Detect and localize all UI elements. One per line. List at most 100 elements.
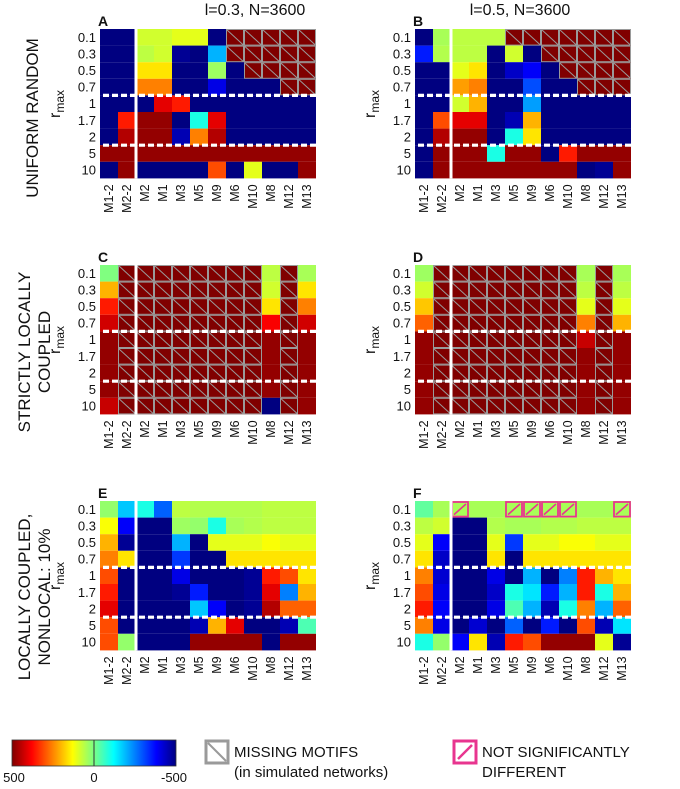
cell: [451, 584, 469, 601]
cell: [541, 78, 559, 96]
cell: [262, 128, 280, 146]
y-axis-label-sub: max: [368, 562, 382, 585]
cell: [433, 534, 451, 551]
cell: [154, 584, 172, 601]
cell: [136, 161, 154, 179]
y-tick-label: 0.1: [393, 30, 411, 45]
cell: [433, 145, 451, 162]
cell: [100, 112, 118, 129]
cell: [451, 633, 469, 651]
cell-missing-diagonal: [226, 381, 244, 398]
cell: [100, 397, 118, 415]
x-tick-label: M2: [138, 420, 152, 437]
cell: [541, 633, 559, 651]
legend-missing-line2: (in simulated networks): [234, 764, 388, 781]
cell: [118, 112, 136, 129]
cell-missing-diagonal: [190, 348, 208, 365]
cell-missing-box: [298, 29, 316, 46]
cell: [433, 501, 451, 518]
cell: [298, 128, 316, 146]
cell: [559, 567, 577, 584]
cell-missing-box: [559, 265, 577, 282]
x-tick-label: M10: [246, 420, 260, 444]
cell: [613, 550, 631, 568]
cell: [541, 600, 559, 618]
cell: [469, 95, 487, 112]
cell-missing-box: [487, 265, 505, 282]
cell: [469, 161, 487, 179]
x-tick-label: M5: [192, 656, 206, 673]
cell: [487, 617, 505, 634]
cell-missing-diagonal: [298, 78, 316, 96]
cell: [595, 633, 613, 651]
cell: [172, 29, 190, 46]
x-tick-label: M13: [300, 420, 314, 444]
cell-missing-diagonal: [523, 265, 541, 282]
y-axis-label-r: r: [362, 112, 379, 118]
colorbar-tick-min: -500: [161, 770, 187, 784]
cell-missing-box: [208, 298, 226, 315]
cell: [280, 112, 298, 129]
cell-missing-diagonal: [487, 314, 505, 332]
cell: [505, 95, 523, 112]
cell: [298, 550, 316, 568]
cell-missing-box: [595, 62, 613, 79]
cell-missing-diagonal: [208, 298, 226, 315]
cell-missing-box: [154, 397, 172, 415]
cell-missing-diagonal: [226, 29, 244, 46]
cell-missing-diagonal: [469, 397, 487, 415]
cell-missing-box: [559, 45, 577, 63]
x-tick-label: M9: [210, 656, 224, 673]
cell-missing-box: [172, 298, 190, 315]
cell: [298, 567, 316, 584]
cell-missing-diagonal: [541, 348, 559, 365]
cell: [190, 567, 208, 584]
cell: [541, 95, 559, 112]
cell-missing-box: [595, 397, 613, 415]
cell-missing-diagonal: [433, 331, 451, 348]
y-tick-label: 1.7: [393, 113, 411, 128]
x-tick-label: M12: [282, 420, 296, 444]
row-label-strict-2: COUPLED: [35, 311, 54, 393]
cell-missing-diagonal: [505, 364, 523, 382]
x-tick-label: M5: [192, 420, 206, 437]
cell-missing-diagonal: [523, 331, 541, 348]
cell-missing-diagonal: [451, 314, 469, 332]
cell: [298, 161, 316, 179]
cell: [541, 550, 559, 568]
cell: [226, 161, 244, 179]
cell-notsig-box: [505, 501, 523, 518]
cell: [100, 501, 118, 518]
cell: [595, 112, 613, 129]
x-tick-label: M9: [525, 184, 539, 201]
cell: [613, 617, 631, 634]
cell: [541, 617, 559, 634]
cell: [433, 633, 451, 651]
cell-missing-diagonal: [595, 265, 613, 282]
cell-missing-box: [559, 397, 577, 415]
cell: [298, 348, 316, 365]
cell: [136, 501, 154, 518]
cell-missing-box: [190, 265, 208, 282]
cell-missing-diagonal: [280, 281, 298, 299]
cell-missing-box: [469, 397, 487, 415]
cell: [298, 314, 316, 332]
cell-missing-diagonal: [208, 364, 226, 382]
cell: [298, 281, 316, 299]
y-tick-label: 1: [404, 568, 411, 583]
cell: [541, 567, 559, 584]
cell: [559, 128, 577, 146]
cell-missing-box: [541, 348, 559, 365]
cell-missing-box: [154, 298, 172, 315]
y-axis-label-r: r: [362, 584, 379, 590]
cell: [136, 128, 154, 146]
cell: [118, 567, 136, 584]
cell-missing-diagonal: [559, 348, 577, 365]
cell: [154, 534, 172, 551]
cell-missing-box: [541, 45, 559, 63]
cell-missing-diagonal: [577, 45, 595, 63]
cell: [469, 617, 487, 634]
cell-missing-diagonal: [487, 281, 505, 299]
cell-missing-diagonal: [136, 348, 154, 365]
